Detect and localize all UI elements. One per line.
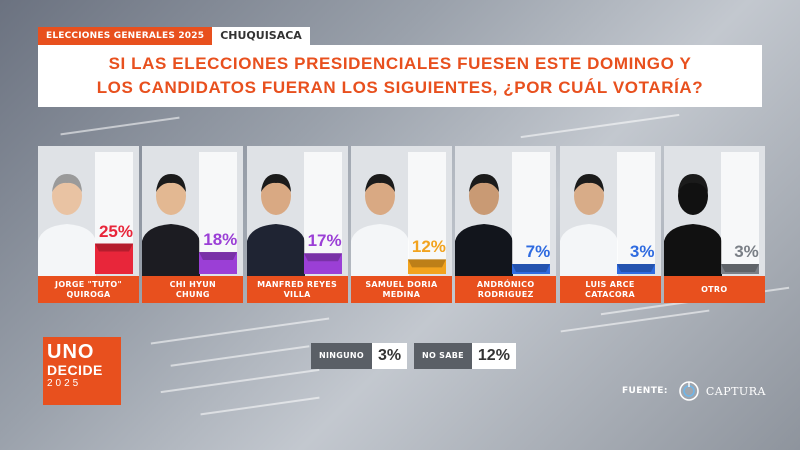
- candidate-name: LUIS ARCE CATACORA: [559, 276, 661, 303]
- candidate-name-line-1: MANFRED REYES: [257, 279, 338, 289]
- bar-track: [616, 152, 655, 274]
- header-tagbar: ELECCIONES GENERALES 2025 CHUQUISACA: [38, 27, 310, 45]
- bar-container: [512, 152, 551, 274]
- bar-container: [303, 152, 342, 274]
- source: FUENTE: CAPTURA: [622, 380, 766, 402]
- candidate-name-line-1: JORGE "TUTO": [55, 279, 122, 289]
- bar: [407, 259, 446, 274]
- candidate-name: CHI HYUN CHUNG: [142, 276, 244, 303]
- extra-label: NO SABE: [414, 343, 472, 369]
- bar-top: [616, 264, 655, 272]
- captura-logo-icon: [679, 381, 699, 401]
- card-body: 25%: [38, 146, 139, 276]
- bar: [512, 264, 551, 274]
- card-body: 18%: [142, 146, 244, 276]
- candidate-card: 12% SAMUEL DORIA MEDINA: [350, 146, 452, 303]
- percentage-label: 3%: [734, 242, 759, 261]
- extra-label: NINGUNO: [311, 343, 373, 369]
- region-tag: CHUQUISACA: [212, 27, 310, 45]
- source-label: FUENTE:: [622, 386, 668, 396]
- question-box: SI LAS ELECCIONES PRESIDENCIALES FUESEN …: [38, 45, 762, 107]
- candidate-card: 7% ANDRÓNICO RODRIGUEZ: [455, 146, 557, 303]
- extra-ninguno: NINGUNO 3%: [311, 343, 408, 369]
- candidate-name: OTRO: [663, 276, 765, 303]
- bar-top: [199, 252, 238, 261]
- bar-track: [512, 152, 551, 274]
- candidate-name: ANDRÓNICO RODRIGUEZ: [455, 276, 557, 303]
- candidate-name-line-2: CATACORA: [585, 289, 635, 299]
- card-body: 7%: [455, 146, 557, 276]
- candidate-name-line-1: ANDRÓNICO: [476, 279, 535, 289]
- percentage-label: 12%: [411, 237, 446, 257]
- candidate-name-line-2: CHUNG: [175, 289, 210, 299]
- candidate-name-line-2: QUIROGA: [66, 289, 111, 299]
- bar: [95, 243, 133, 274]
- card-body: 3%: [663, 146, 765, 276]
- percentage-label: 7%: [525, 242, 551, 261]
- candidate-name: MANFRED REYES VILLA: [246, 276, 348, 303]
- percentage-label: 25%: [98, 221, 133, 241]
- candidate-photo: [142, 146, 201, 276]
- percentage-label: 3%: [629, 242, 655, 261]
- candidate-name-line-1: CHI HYUN: [169, 279, 216, 289]
- bar-top: [407, 259, 446, 268]
- bar-top: [512, 264, 551, 272]
- bar: [720, 264, 759, 274]
- anonymous-silhouette-icon: [663, 146, 722, 276]
- percentage-label: 17%: [307, 231, 342, 251]
- extra-value: 12%: [471, 343, 516, 369]
- bar-container: [199, 152, 238, 274]
- candidate-card: 25% JORGE "TUTO" QUIROGA: [38, 146, 139, 303]
- candidate-photo: [455, 146, 514, 276]
- bar-track: [407, 152, 446, 274]
- card-body: 12%: [350, 146, 452, 276]
- bar-container: [407, 152, 446, 274]
- question-line-1: SI LAS ELECCIONES PRESIDENCIALES FUESEN …: [108, 54, 692, 73]
- bar: [199, 252, 238, 274]
- candidate-card: 3% LUIS ARCE CATACORA: [559, 146, 661, 303]
- extra-value: 3%: [372, 343, 408, 369]
- candidate-name-line-1: OTRO: [701, 284, 728, 294]
- candidate-name-line-2: VILLA: [283, 289, 311, 299]
- candidate-card: 3% OTRO: [663, 146, 765, 303]
- logo-line-2: DECIDE: [47, 362, 103, 378]
- candidate-card: 18% CHI HYUN CHUNG: [142, 146, 244, 303]
- logo-line-1: UNO: [47, 341, 95, 363]
- candidate-photo: [246, 146, 305, 276]
- candidate-card: 17% MANFRED REYES VILLA: [246, 146, 348, 303]
- election-tag: ELECCIONES GENERALES 2025: [38, 27, 213, 45]
- candidate-photo: [350, 146, 409, 276]
- bar-container: [616, 152, 655, 274]
- source-brand: CAPTURA: [705, 384, 766, 398]
- extra-no-sabe: NO SABE 12%: [414, 343, 516, 369]
- bar-track: [720, 152, 759, 274]
- candidate-photo: [559, 146, 618, 276]
- bar-top: [720, 264, 759, 272]
- bar-container: [95, 152, 133, 274]
- card-body: 17%: [246, 146, 348, 276]
- candidate-photo: [38, 146, 96, 276]
- candidate-name-line-2: RODRIGUEZ: [477, 289, 534, 299]
- candidate-name: JORGE "TUTO" QUIROGA: [38, 276, 139, 303]
- bar-top: [95, 243, 133, 252]
- uno-decide-logo: UNO DECIDE 2025: [43, 337, 121, 405]
- candidate-name-line-2: MEDINA: [382, 289, 421, 299]
- candidate-name: SAMUEL DORIA MEDINA: [350, 276, 452, 303]
- bar: [616, 264, 655, 274]
- bar-top: [303, 253, 342, 262]
- logo-line-3: 2025: [47, 378, 82, 389]
- candidate-name-line-1: LUIS ARCE: [585, 279, 635, 289]
- bar: [303, 253, 342, 274]
- card-body: 3%: [559, 146, 661, 276]
- candidate-name-line-1: SAMUEL DORIA: [365, 279, 438, 289]
- question-line-2: LOS CANDIDATOS FUERAN LOS SIGUIENTES, ¿P…: [96, 78, 704, 97]
- bar-container: [720, 152, 759, 274]
- percentage-label: 18%: [203, 230, 238, 250]
